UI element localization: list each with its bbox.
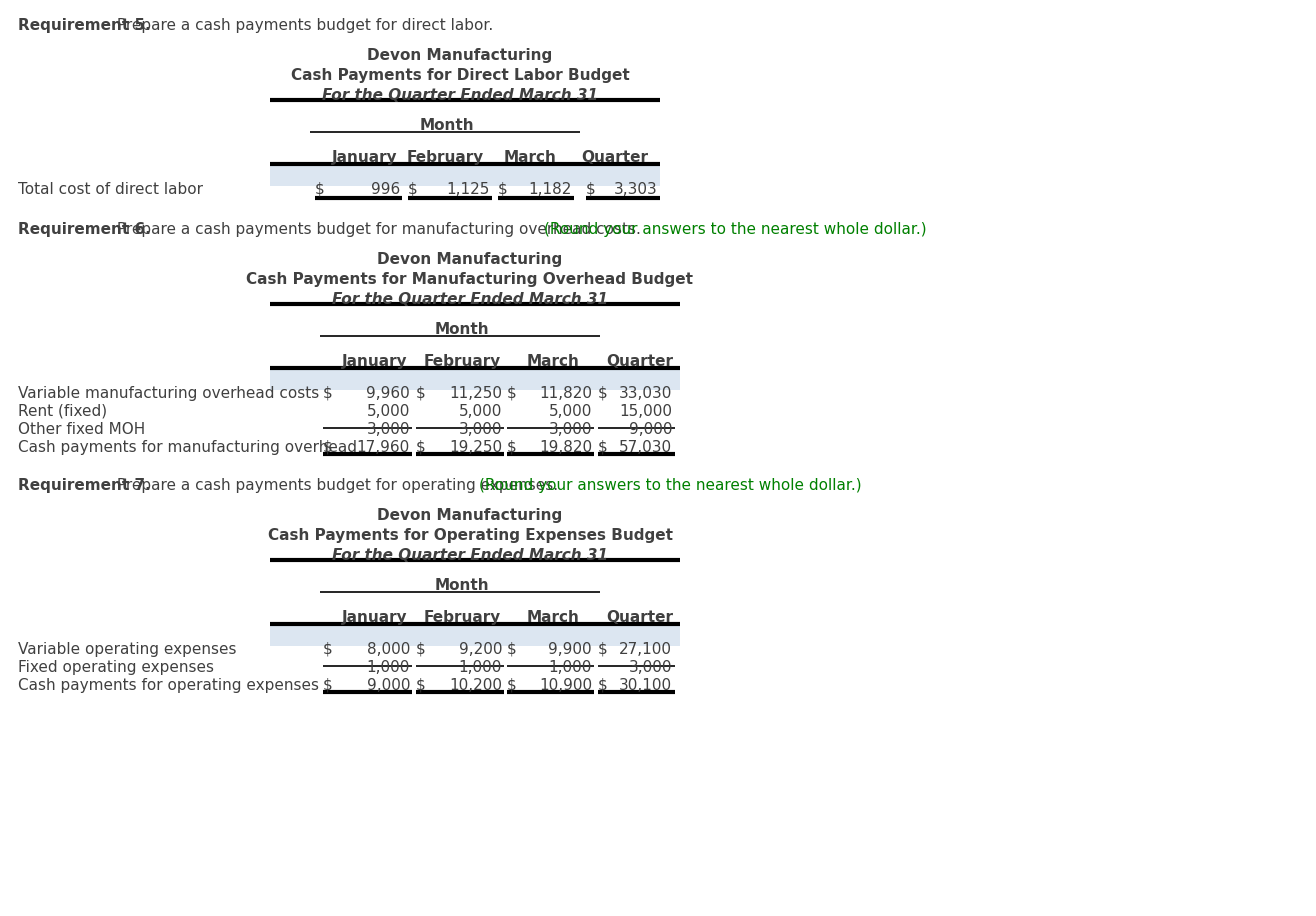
Text: Cash Payments for Direct Labor Budget: Cash Payments for Direct Labor Budget [291,68,629,83]
Text: $: $ [416,440,426,455]
Text: February: February [424,354,500,369]
Text: Prepare a cash payments budget for direct labor.: Prepare a cash payments budget for direc… [112,18,494,33]
Text: Total cost of direct labor: Total cost of direct labor [18,182,203,197]
Bar [270,164,661,186]
Text: 9,960: 9,960 [366,386,411,401]
Bar [270,624,680,646]
Text: $: $ [416,678,426,693]
Text: For the Quarter Ended March 31: For the Quarter Ended March 31 [332,548,608,563]
Text: 11,820: 11,820 [540,386,592,401]
Text: 9,200: 9,200 [458,642,501,657]
Text: Cash payments for operating expenses: Cash payments for operating expenses [18,678,318,693]
Text: 9,900: 9,900 [549,642,592,657]
Text: 1,125: 1,125 [446,182,490,197]
Text: $: $ [322,678,333,693]
Text: 1,000: 1,000 [458,660,501,675]
Text: Fixed operating expenses: Fixed operating expenses [18,660,215,675]
Text: $: $ [597,678,608,693]
Text: Quarter: Quarter [607,610,674,625]
Text: $: $ [497,182,508,197]
Text: Cash payments for manufacturing overhead: Cash payments for manufacturing overhead [18,440,357,455]
Text: March: March [526,354,579,369]
Text: 11,250: 11,250 [449,386,501,401]
Text: $: $ [322,440,333,455]
Text: 15,000: 15,000 [619,404,672,419]
Text: 8,000: 8,000 [367,642,411,657]
Text: Month: Month [434,322,490,337]
Text: 1,000: 1,000 [549,660,592,675]
Text: 30,100: 30,100 [619,678,672,693]
Text: $: $ [507,642,517,657]
Text: January: January [342,354,408,369]
Text: Month: Month [420,118,474,133]
Text: Variable manufacturing overhead costs: Variable manufacturing overhead costs [18,386,320,401]
Text: (Round your answers to the nearest whole dollar.): (Round your answers to the nearest whole… [545,222,926,237]
Text: 3,000: 3,000 [629,660,672,675]
Text: February: February [407,150,483,165]
Text: $: $ [416,642,426,657]
Text: Month: Month [434,578,490,593]
Text: 33,030: 33,030 [619,386,672,401]
Text: 3,000: 3,000 [366,422,411,437]
Text: $: $ [507,386,517,401]
Text: $: $ [507,440,517,455]
Text: 57,030: 57,030 [619,440,672,455]
Text: For the Quarter Ended March 31: For the Quarter Ended March 31 [322,88,597,103]
Text: $: $ [322,386,333,401]
Text: Requirement 5.: Requirement 5. [18,18,151,33]
Text: Devon Manufacturing: Devon Manufacturing [378,252,563,267]
Text: March: March [526,610,579,625]
Bar [270,368,680,390]
Text: February: February [424,610,500,625]
Text: Quarter: Quarter [582,150,649,165]
Text: $: $ [315,182,325,197]
Text: $: $ [507,678,517,693]
Text: $: $ [322,642,333,657]
Text: 996: 996 [371,182,400,197]
Text: March: March [504,150,557,165]
Text: 5,000: 5,000 [367,404,411,419]
Text: 5,000: 5,000 [458,404,501,419]
Text: 27,100: 27,100 [619,642,672,657]
Text: 3,303: 3,303 [615,182,658,197]
Text: Prepare a cash payments budget for manufacturing overhead costs.: Prepare a cash payments budget for manuf… [112,222,646,237]
Text: 1,000: 1,000 [367,660,411,675]
Text: (Round your answers to the nearest whole dollar.): (Round your answers to the nearest whole… [479,478,862,493]
Text: Prepare a cash payments budget for operating expenses.: Prepare a cash payments budget for opera… [112,478,563,493]
Text: January: January [342,610,408,625]
Text: 1,182: 1,182 [529,182,572,197]
Text: Other fixed MOH: Other fixed MOH [18,422,145,437]
Text: $: $ [597,386,608,401]
Text: 19,820: 19,820 [538,440,592,455]
Text: $: $ [597,440,608,455]
Text: Devon Manufacturing: Devon Manufacturing [367,48,553,63]
Text: Quarter: Quarter [607,354,674,369]
Text: 3,000: 3,000 [458,422,501,437]
Text: 10,900: 10,900 [538,678,592,693]
Text: Requirement 6.: Requirement 6. [18,222,151,237]
Text: 9,000: 9,000 [629,422,672,437]
Text: 3,000: 3,000 [549,422,592,437]
Text: 17,960: 17,960 [357,440,411,455]
Text: 10,200: 10,200 [449,678,501,693]
Text: Cash Payments for Operating Expenses Budget: Cash Payments for Operating Expenses Bud… [267,528,672,543]
Text: For the Quarter Ended March 31: For the Quarter Ended March 31 [332,292,608,307]
Text: 5,000: 5,000 [549,404,592,419]
Text: 9,000: 9,000 [366,678,411,693]
Text: Rent (fixed): Rent (fixed) [18,404,107,419]
Text: $: $ [416,386,426,401]
Text: Requirement 7.: Requirement 7. [18,478,151,493]
Text: Devon Manufacturing: Devon Manufacturing [378,508,563,523]
Text: $: $ [586,182,596,197]
Text: Cash Payments for Manufacturing Overhead Budget: Cash Payments for Manufacturing Overhead… [246,272,694,287]
Text: $: $ [408,182,417,197]
Text: 19,250: 19,250 [449,440,501,455]
Text: Variable operating expenses: Variable operating expenses [18,642,237,657]
Text: January: January [332,150,397,165]
Text: $: $ [597,642,608,657]
